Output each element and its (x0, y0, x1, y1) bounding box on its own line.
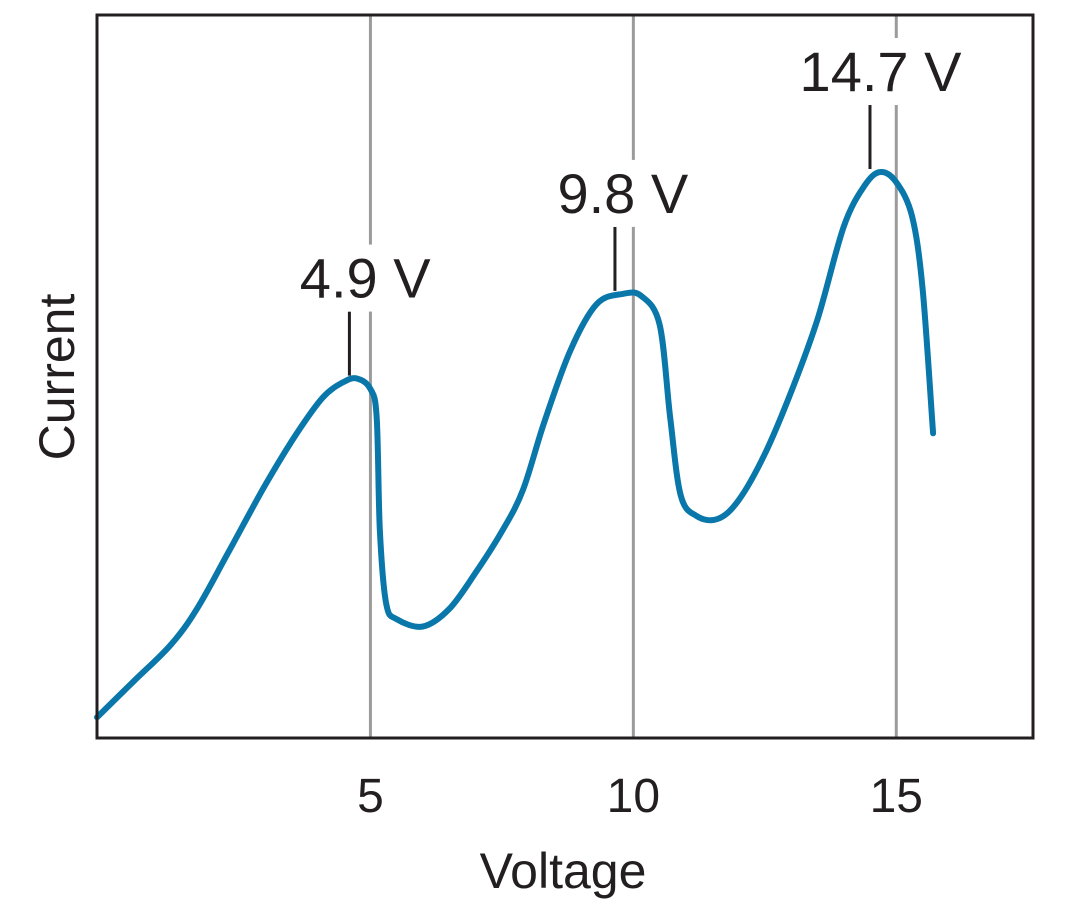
peak-label-background (791, 38, 971, 106)
peak-label-background (291, 244, 440, 312)
peak-label: 4.9 V (300, 247, 431, 310)
current-voltage-curve (94, 168, 937, 721)
annotation-layer: 4.9 V 9.8 V 14.7 V (291, 38, 971, 376)
peak-label: 9.8 V (557, 162, 688, 225)
peak-label: 14.7 V (800, 40, 963, 103)
peak-annotation-3: 14.7 V (791, 38, 971, 170)
plot-frame (95, 13, 1035, 740)
x-tick-label-5: 5 (357, 770, 384, 823)
peak-annotation-1: 4.9 V (291, 244, 440, 376)
x-axis-title: Voltage (480, 843, 647, 899)
grid-layer (368, 15, 898, 738)
x-tick-label-15: 15 (870, 770, 923, 823)
peak-label-background (549, 159, 697, 227)
x-tick-label-10: 10 (607, 770, 660, 823)
peak-annotation-2: 9.8 V (549, 159, 697, 291)
series-layer (94, 168, 937, 721)
x-tick-labels: 5 10 15 (357, 770, 923, 823)
y-axis-title: Current (29, 294, 85, 461)
